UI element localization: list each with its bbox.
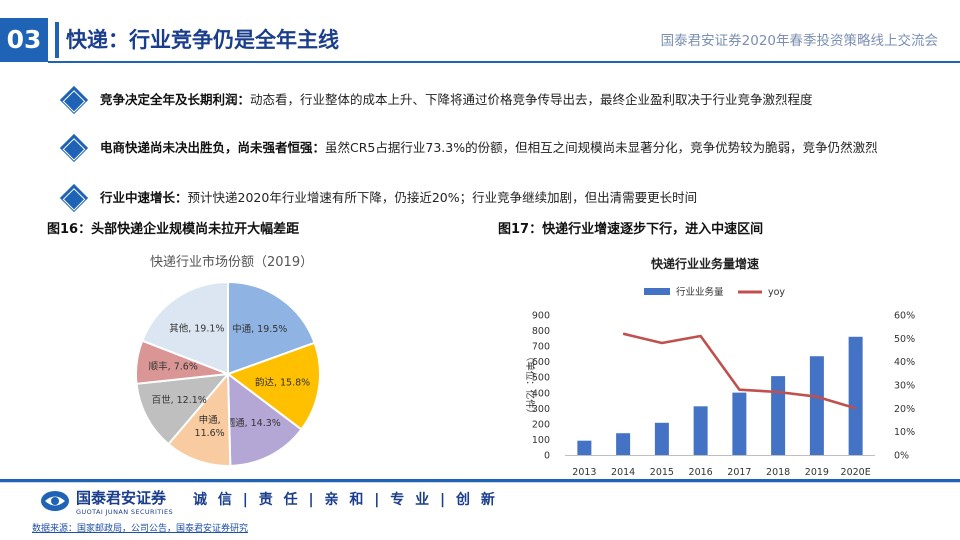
footer-divider-light: [0, 482, 960, 483]
diamond-bullet-icon: [59, 183, 89, 213]
figure-17-title: 图17：快递行业增速逐步下行，进入中速区间: [498, 222, 764, 237]
data-source-link[interactable]: 数据来源：国家邮政局，公司公告，国泰君安证券研究: [32, 524, 249, 534]
diamond-bullet-icon: [59, 133, 89, 163]
x-tick-label: 2013: [572, 467, 596, 478]
x-tick-label: 2016: [689, 467, 713, 478]
y-right-tick-label: 50%: [894, 334, 915, 345]
pie-chart-title: 快递行业市场份额（2019）: [150, 255, 314, 270]
pie-slice-label: 其他, 19.1%: [169, 322, 224, 334]
pie-slice-label: 百世, 12.1%: [152, 394, 207, 406]
x-tick-label: 2017: [727, 467, 751, 478]
diamond-bullet-icon: [59, 85, 89, 115]
y-left-tick-label: 400: [532, 388, 550, 399]
combo-chart-title: 快递行业业务量增速: [651, 256, 759, 271]
section-number: 03: [0, 18, 48, 62]
pie-slice-label: 圆通, 14.3%: [226, 418, 281, 429]
bar-2015: [654, 422, 669, 455]
y-right-tick-label: 40%: [894, 357, 915, 368]
yoy-line: [622, 332, 856, 410]
pie-slice-百世: [135, 372, 231, 446]
pie-slice-申通: [167, 371, 232, 467]
bar-2018: [771, 376, 786, 455]
bullet-body: 虽然CR5占据行业73.3%的份额，但相互之间规模尚未显著分化，竞争优势较为脆弱…: [325, 140, 878, 155]
y-left-tick-label: 300: [532, 404, 550, 415]
bullet-heading: 行业中速增长：: [100, 190, 188, 205]
y-left-tick-label: 800: [532, 326, 550, 337]
pie-slice-韵达: [225, 341, 321, 431]
legend-swatch-bar: [644, 288, 670, 295]
pie-slice-label: 申通,: [199, 414, 221, 426]
logo-text-cn: 国泰君安证券: [76, 489, 167, 507]
y-right-tick-label: 10%: [894, 427, 915, 438]
y-axis-label: （单位：亿件）: [524, 352, 536, 419]
pie-slice-label: 韵达, 15.8%: [255, 376, 310, 388]
x-tick-label: 2015: [650, 467, 674, 478]
bar-2014: [616, 433, 631, 455]
x-tick-label: 2019: [805, 467, 829, 478]
y-right-tick-label: 0%: [894, 451, 909, 462]
footer-divider: [0, 479, 960, 482]
x-tick-label: 2020E: [841, 467, 871, 478]
x-tick-label: 2014: [611, 467, 635, 478]
title-accent-bar: [55, 22, 59, 58]
figure-16-title: 图16：头部快递企业规模尚未拉开大幅差距: [47, 222, 300, 237]
pie-slice-其他: [140, 280, 229, 376]
y-left-tick-label: 500: [532, 373, 550, 384]
y-left-tick-label: 100: [532, 435, 550, 446]
y-right-tick-label: 20%: [894, 404, 915, 415]
logo-text-en: GUOTAI JUNAN SECURITIES: [76, 508, 174, 516]
title-divider: [48, 61, 960, 63]
bar-2013: [577, 440, 592, 455]
x-tick-label: 2018: [766, 467, 790, 478]
bar-2020E: [848, 336, 863, 455]
company-slogan: 诚 信 | 责 任 | 亲 和 | 专 业 | 创 新: [193, 492, 498, 508]
legend-label-bar: 行业业务量: [676, 286, 724, 298]
bullet-heading: 电商快递尚未决出胜负，尚未强者恒强：: [100, 140, 326, 155]
bullet-body: 动态看，行业整体的成本上升、下降将通过价格竞争传导出去，最终企业盈利取决于行业竞…: [250, 92, 813, 107]
legend-label-line: yoy: [768, 287, 785, 298]
pie-slice-label: 11.6%: [195, 428, 225, 439]
y-left-tick-label: 0: [544, 451, 550, 462]
slide-title: 快递：行业竞争仍是全年主线: [66, 28, 339, 52]
y-right-tick-label: 60%: [894, 311, 915, 322]
pie-slice-label: 中通, 19.5%: [232, 323, 287, 335]
bar-2019: [809, 356, 824, 455]
y-left-tick-label: 700: [532, 342, 550, 353]
y-left-tick-label: 900: [532, 311, 550, 322]
y-left-tick-label: 600: [532, 357, 550, 368]
bullet-text: 行业中速增长：预计快递2020年行业增速有所下降，仍接近20%；行业竞争继续加剧…: [100, 188, 697, 208]
conference-name: 国泰君安证券2020年春季投资策略线上交流会: [660, 33, 938, 49]
bullet-text: 电商快递尚未决出胜负，尚未强者恒强：虽然CR5占据行业73.3%的份额，但相互之…: [100, 138, 878, 158]
bullet-text: 竞争决定全年及长期利润：动态看，行业整体的成本上升、下降将通过价格竞争传导出去，…: [100, 90, 813, 110]
bullet-body: 预计快递2020年行业增速有所下降，仍接近20%；行业竞争继续加剧，但出清需要更…: [187, 190, 698, 205]
bullet-heading: 竞争决定全年及长期利润：: [100, 92, 251, 107]
pie-slice-圆通: [226, 371, 303, 467]
y-right-tick-label: 30%: [894, 381, 915, 392]
pie-slice-label: 顺丰, 7.6%: [149, 361, 198, 373]
pie-chart: 中通, 19.5% 韵达, 15.8% 圆通, 14.3% 申通, 11.6% 百世, 1…: [135, 280, 321, 467]
pie-slice-中通: [227, 280, 316, 376]
y-left-tick-label: 200: [532, 419, 550, 430]
bar-2016: [693, 406, 708, 455]
logo-mark-icon: [41, 491, 69, 511]
bar-2017: [732, 392, 747, 455]
